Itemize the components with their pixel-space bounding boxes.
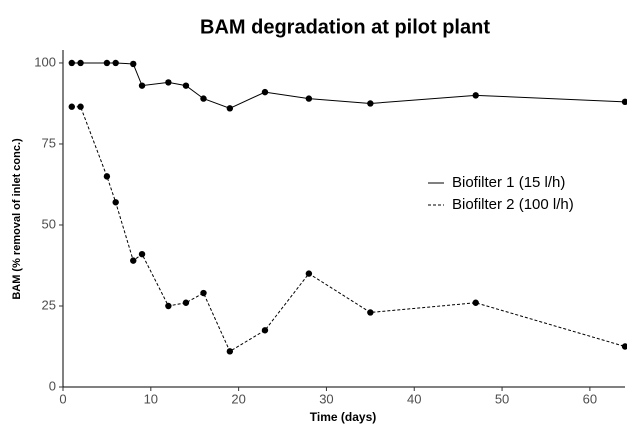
data-point [182, 299, 190, 306]
data-point [165, 79, 172, 86]
data-point [138, 82, 146, 89]
x-tick-label: 60 [583, 391, 597, 406]
y-tick-label: 0 [49, 378, 56, 393]
x-tick-label: 20 [231, 391, 245, 406]
data-point [182, 82, 190, 89]
series-line [71, 62, 626, 109]
x-tick-label: 50 [495, 391, 509, 406]
y-axis-label: BAM (% removal of inlet conc.) [11, 138, 23, 300]
x-tick-label: 0 [59, 391, 66, 406]
x-axis-label: Time (days) [310, 410, 376, 424]
data-point [472, 299, 479, 306]
data-point [138, 250, 146, 258]
data-point [226, 348, 234, 355]
legend-label: Biofilter 1 (15 l/h) [452, 174, 565, 191]
data-point [68, 103, 75, 110]
y-tick-label: 75 [42, 135, 56, 150]
data-point [261, 327, 269, 334]
data-point [226, 105, 234, 112]
data-point [77, 59, 84, 67]
data-point [367, 100, 374, 107]
data-point [130, 257, 137, 264]
data-point [130, 60, 137, 68]
data-point [305, 270, 313, 277]
chart-title: BAM degradation at pilot plant [200, 16, 490, 38]
y-tick-label: 100 [34, 54, 56, 69]
x-tick-label: 30 [319, 391, 333, 406]
data-point [621, 343, 627, 350]
data-point [305, 95, 313, 102]
data-point [112, 199, 119, 206]
x-tick-label: 40 [407, 391, 421, 406]
data-point [367, 309, 374, 316]
data-point [472, 92, 479, 99]
data-point [200, 95, 207, 102]
data-point [103, 173, 111, 180]
x-tick-label: 10 [144, 391, 158, 406]
y-tick-label: 25 [42, 297, 56, 312]
legend-label: Biofilter 2 (100 l/h) [452, 196, 574, 213]
data-point [261, 88, 269, 96]
y-tick-label: 50 [42, 216, 56, 231]
data-point [200, 289, 207, 297]
data-point [68, 59, 75, 67]
data-point [77, 103, 84, 110]
data-point [165, 302, 172, 310]
series-line [71, 106, 626, 353]
data-point [621, 98, 627, 106]
data-point [112, 59, 119, 67]
data-point [103, 59, 111, 67]
